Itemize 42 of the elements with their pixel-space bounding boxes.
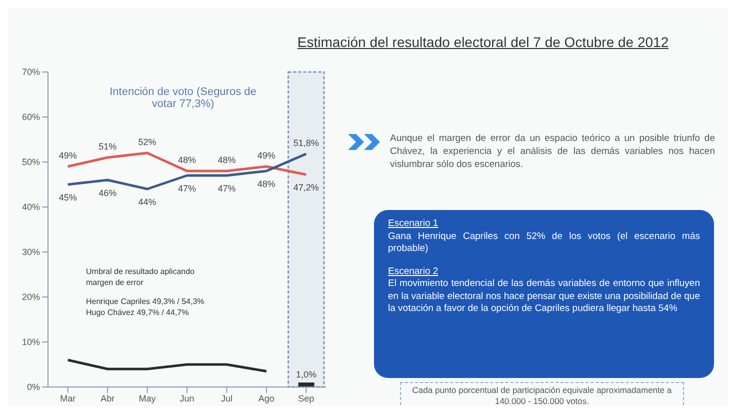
y-tick-label: 50%: [22, 157, 40, 168]
annotation: Umbral de resultado aplicando margen de error: [86, 266, 196, 288]
y-tick-label: 40%: [22, 202, 40, 212]
text: Aunque el margen de error da un espacio teórico a un posible triunfo de Chávez, la experiencia y el análisis de las demás variables nos hacen vislumbrar sólo dos escenarios.: [390, 132, 715, 171]
annotation: Hugo Chávez 49,7% / 44,7%: [86, 307, 190, 318]
data-label: 49%: [257, 150, 276, 160]
y-tick-label: 10%: [22, 337, 40, 348]
x-tick-label: Abr: [100, 393, 115, 404]
text: Gana Henrique Capriles con 52% de los votos (el escenario más probable): [388, 230, 700, 256]
y-tick-label: 0%: [26, 382, 40, 392]
data-label: 45%: [58, 192, 77, 202]
data-label: 47%: [218, 184, 236, 194]
line-series: [66, 358, 268, 372]
data-label: 52%: [138, 137, 156, 147]
data-label: 1,0%: [296, 370, 317, 380]
data-label: 48%: [218, 155, 236, 165]
y-tick-label: 30%: [22, 247, 40, 258]
data-label: 46%: [98, 188, 117, 198]
data-label: 51,8%: [293, 138, 319, 148]
x-tick-label: Jul: [220, 393, 232, 404]
text: Escenario 1: [388, 218, 440, 230]
data-label: 48%: [178, 155, 196, 165]
data-label: 47%: [178, 184, 196, 194]
text: Estimación del resultado electoral del 7 de Octubre de 2012: [296, 34, 670, 50]
text: Intención de voto (Seguros de votar 77,3%): [108, 86, 258, 110]
y-tick-label: 70%: [22, 67, 40, 78]
y-tick-label: 20%: [22, 292, 40, 302]
data-label: 47,2%: [293, 182, 319, 193]
x-tick-label: May: [138, 393, 156, 404]
x-tick-label: Ago: [258, 393, 274, 404]
data-label: 49%: [58, 150, 77, 160]
text: El movimiento tendencial de las demás variables de entorno que influyen en la variable electoral nos hace pensar que existe una posibilidad de que la votación a favor de la opción de Capriles pudiera llegar hasta 54%: [388, 278, 700, 316]
x-tick-label: Sep: [298, 393, 314, 404]
annotation: Henrique Capriles 49,3% / 54,3%: [86, 296, 206, 307]
data-label: 44%: [138, 197, 156, 207]
data-label: 48%: [257, 179, 276, 189]
data-label: 51%: [98, 142, 117, 152]
x-tick-label: Mar: [60, 393, 76, 404]
text: Escenario 2: [388, 266, 440, 278]
text: Cada punto porcentual de participación equivale aproximadamente a 140.000 - 150.000 votos.: [411, 384, 673, 408]
x-tick-label: Jun: [180, 393, 194, 404]
y-tick-label: 60%: [22, 112, 40, 122]
